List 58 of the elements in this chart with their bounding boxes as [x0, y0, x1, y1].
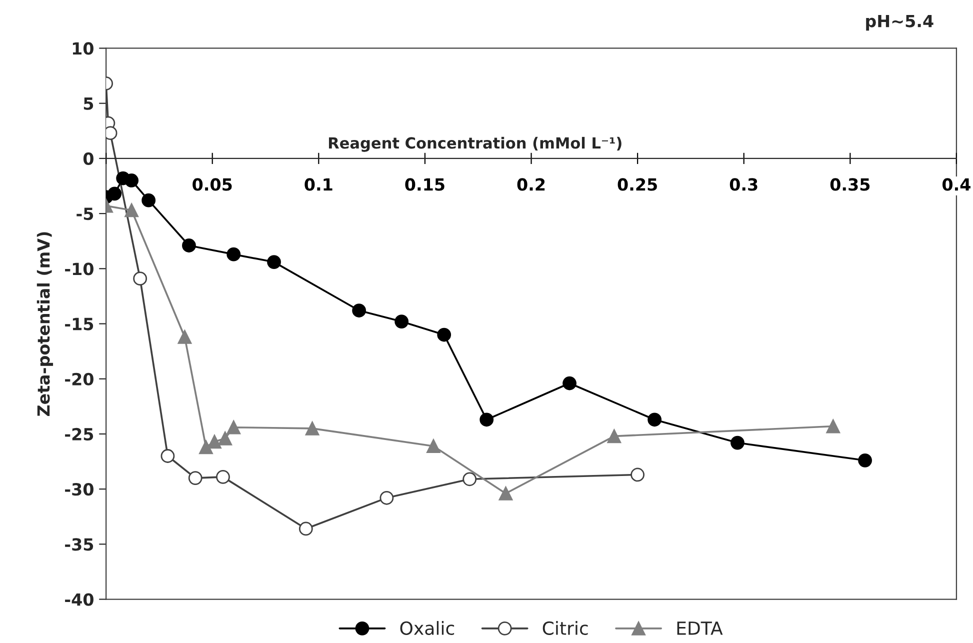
point [498, 486, 513, 500]
y-tick-label: -5 [76, 208, 94, 220]
point [199, 440, 213, 454]
point [124, 203, 139, 218]
x-tick-label: 0.1 [304, 178, 332, 191]
point [178, 330, 192, 344]
point [188, 471, 202, 485]
y-tick-label: -30 [65, 483, 94, 496]
chart-title: pH~5.4 [866, 14, 934, 31]
point [352, 304, 366, 318]
point [226, 247, 241, 262]
point [208, 434, 222, 449]
point [607, 429, 622, 444]
x-tick-label: 0.25 [618, 178, 657, 191]
y-tick-label: -35 [65, 538, 94, 551]
point [462, 472, 477, 486]
point [630, 468, 645, 482]
x-tick-label: 0.15 [405, 178, 444, 191]
point [380, 490, 394, 505]
y-tick-label: 10 [72, 42, 94, 55]
point [562, 376, 576, 390]
point [298, 522, 313, 536]
point [226, 420, 241, 434]
point [426, 439, 440, 454]
x-tick-label: 0.2 [517, 178, 545, 191]
point [216, 470, 230, 484]
point [108, 186, 122, 201]
y-axis-title: Zeta-potential (mV) [36, 232, 54, 416]
x-tick-label: 0.3 [730, 178, 758, 191]
legend-label: Citric [542, 621, 588, 636]
y-tick-label: -10 [65, 262, 94, 276]
point [480, 412, 494, 427]
point [160, 449, 175, 463]
point [182, 238, 196, 252]
point [437, 328, 452, 342]
point [648, 412, 662, 427]
x-axis-title: Reagent Concentration (mMol L⁻¹) [328, 136, 622, 152]
legend-label: Oxalic [400, 621, 454, 636]
point [730, 436, 744, 450]
x-tick-label: 0.35 [830, 178, 870, 191]
point [124, 174, 139, 188]
point [305, 422, 320, 436]
y-tick-label: -20 [65, 372, 94, 386]
y-tick-label: 5 [84, 98, 94, 110]
y-tick-label: 0 [83, 152, 94, 166]
point [142, 193, 156, 208]
point [826, 419, 840, 434]
point [394, 314, 409, 328]
y-tick-label: -25 [65, 428, 94, 441]
y-tick-label: -40 [65, 593, 94, 606]
point [267, 255, 281, 269]
y-tick-label: -15 [65, 318, 94, 330]
legend-label: EDTA [677, 622, 723, 635]
point [218, 431, 232, 446]
point [858, 453, 872, 468]
x-tick-label: 0.4 [942, 178, 970, 191]
x-tick-label: 0.05 [192, 178, 232, 191]
point [133, 272, 148, 286]
